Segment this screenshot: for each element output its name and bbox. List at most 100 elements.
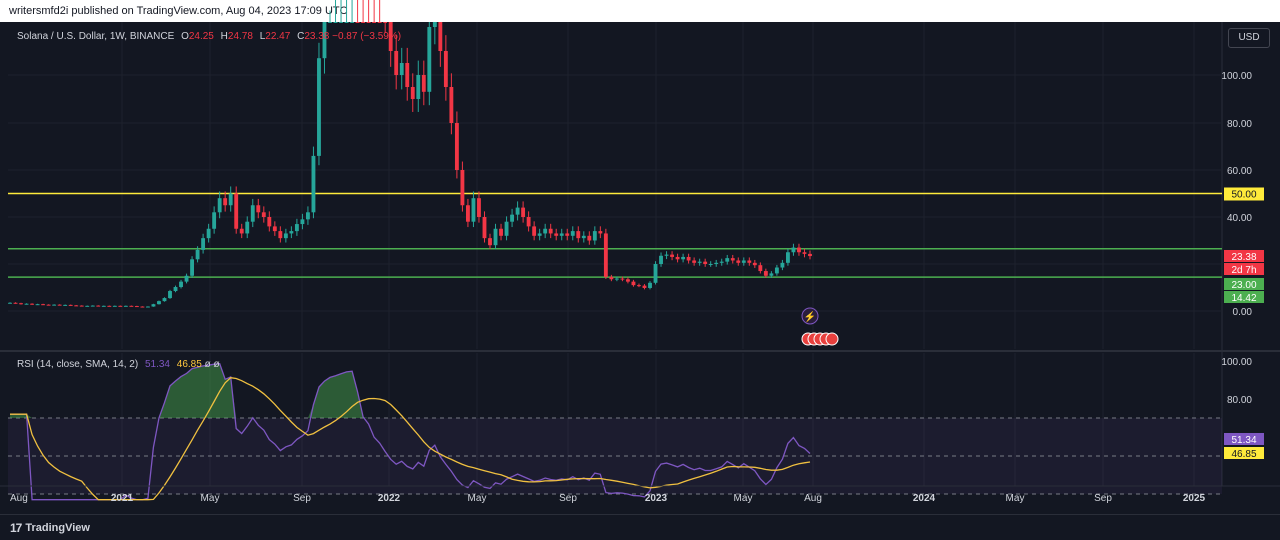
- candle-body: [383, 22, 388, 23]
- candle-body: [642, 285, 647, 288]
- open-label: O: [181, 31, 189, 42]
- symbol-legend: Solana / U.S. Dollar, 1W, BINANCE O24.25…: [17, 31, 401, 42]
- candle-body: [686, 256, 691, 261]
- candle-body: [311, 155, 316, 213]
- candle-body: [19, 303, 23, 305]
- candle-body: [725, 258, 730, 262]
- candle-body: [570, 231, 575, 236]
- candle-body: [438, 22, 443, 51]
- publisher-banner: writersmfd2i published on TradingView.co…: [0, 0, 1280, 22]
- candle-body: [57, 304, 62, 306]
- candle-body: [499, 228, 503, 236]
- candle-body: [79, 305, 84, 307]
- candle-body: [68, 304, 73, 306]
- candle-body: [157, 301, 161, 305]
- candle-body: [322, 22, 327, 59]
- candle-body: [201, 238, 206, 250]
- price-tick-label: 100.00: [1221, 71, 1252, 82]
- candle-body: [245, 221, 250, 234]
- candle-body: [162, 298, 167, 302]
- candle-body: [294, 224, 299, 232]
- price-badge-last: [1224, 250, 1264, 262]
- candle-body: [272, 226, 277, 232]
- candle-body: [741, 260, 746, 263]
- candle-body: [217, 198, 222, 213]
- candle-body: [653, 264, 658, 283]
- candle-body: [488, 238, 492, 246]
- candle-body: [24, 303, 29, 305]
- close-label: C: [297, 31, 305, 42]
- candle-body: [758, 265, 763, 272]
- candle-body: [267, 217, 272, 227]
- price-tick-label: 0.00: [1233, 307, 1253, 318]
- time-tick-label: 2021: [111, 493, 134, 504]
- time-tick-label: 2024: [913, 493, 936, 504]
- candle-body: [587, 235, 592, 241]
- price-badge-text: 14.42: [1231, 293, 1256, 304]
- currency-button[interactable]: USD: [1228, 28, 1270, 48]
- rsi-extra: ø ø: [204, 359, 220, 370]
- candle-body: [278, 231, 283, 239]
- candle-body: [576, 231, 581, 239]
- candle-body: [791, 247, 796, 253]
- candle-body: [41, 304, 46, 306]
- candle-body: [74, 305, 79, 307]
- change-value: −0.87 (−3.59%): [332, 31, 402, 42]
- candle-body: [598, 231, 603, 234]
- candle-body: [306, 212, 310, 220]
- candle-body: [13, 302, 18, 304]
- candle-body: [747, 260, 752, 263]
- flag-event-icon: [825, 332, 839, 346]
- rsi-ma-badge: [1224, 447, 1264, 459]
- candle-body: [63, 304, 68, 306]
- time-tick-label: Aug: [10, 493, 28, 504]
- candle-body: [123, 305, 128, 307]
- chart-background: [0, 22, 1280, 514]
- candle-body: [581, 235, 586, 239]
- candle-body: [339, 22, 343, 23]
- candle-body: [261, 212, 266, 217]
- candle-body: [355, 22, 360, 23]
- candle-body: [90, 305, 95, 307]
- candle-body: [206, 228, 211, 239]
- lightning-icon: [801, 307, 819, 325]
- time-tick-label: Aug: [804, 493, 822, 504]
- candle-body: [592, 231, 597, 241]
- candle-body: [289, 231, 294, 234]
- candle-body: [648, 282, 652, 288]
- rsi-ma-legend-value: 46.85: [176, 359, 202, 370]
- candle-body: [692, 260, 697, 263]
- candle-body: [140, 306, 145, 308]
- candle-body: [537, 233, 542, 236]
- candle-body: [670, 254, 674, 257]
- candle-body: [477, 198, 481, 217]
- candle-body: [510, 214, 514, 222]
- candle-body: [466, 205, 470, 222]
- candle-body: [620, 278, 625, 280]
- price-badge-countdown: [1224, 263, 1264, 275]
- candle-body: [482, 217, 487, 239]
- rsi-ma-line: [10, 377, 811, 501]
- candle-body: [179, 281, 183, 288]
- tradingview-logo[interactable]: 17 TradingView: [10, 521, 90, 535]
- candle-body: [228, 193, 233, 206]
- time-tick-label: 2023: [645, 493, 668, 504]
- candle-body: [774, 267, 779, 274]
- close-value: 23.38: [304, 31, 330, 42]
- high-label: H: [220, 31, 228, 42]
- candle-body: [300, 219, 305, 225]
- low-value: 22.47: [265, 31, 291, 42]
- time-tick-label: 2025: [1183, 493, 1206, 504]
- candle-body: [609, 276, 614, 280]
- candle-body: [134, 306, 139, 308]
- candle-body: [173, 287, 178, 292]
- candle-body: [361, 22, 366, 23]
- candle-body: [35, 304, 40, 306]
- candle-body: [112, 305, 117, 307]
- rsi-badge: [1224, 433, 1264, 445]
- candle-body: [637, 285, 641, 287]
- rsi-tick-label: 100.00: [1221, 357, 1252, 368]
- candle-body: [46, 304, 51, 306]
- rsi-legend: RSI (14, close, SMA, 14, 2) 51.34 46.85 …: [17, 359, 220, 370]
